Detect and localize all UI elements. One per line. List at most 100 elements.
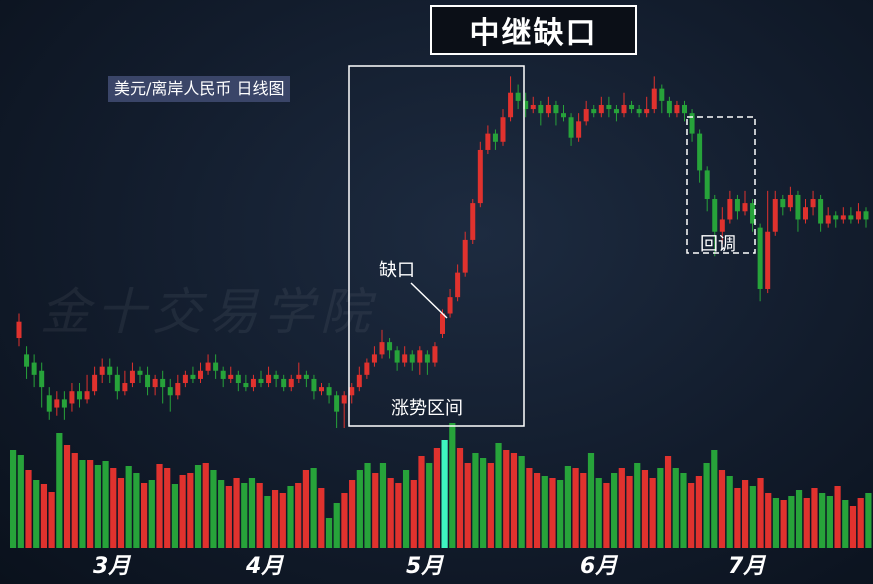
volume-bar: [194, 465, 202, 548]
volume-bar: [302, 470, 310, 548]
chart-overlays: [348, 65, 756, 427]
candle-body: [863, 211, 869, 220]
volume-bar: [541, 476, 548, 548]
volume-bar: [117, 478, 125, 548]
volume-bar: [395, 483, 402, 548]
volume-bar: [765, 493, 772, 548]
volume-bar: [140, 483, 148, 548]
candle-body: [364, 362, 370, 375]
volume-bar: [87, 460, 94, 548]
volume-bar: [695, 476, 702, 548]
candle-body: [54, 399, 60, 408]
volume-bar: [510, 453, 518, 548]
candle-body: [462, 239, 468, 273]
candle-body: [772, 199, 778, 232]
volume-bars: [10, 423, 872, 548]
candle-body: [205, 362, 211, 371]
candle-body: [485, 133, 491, 150]
volume-bar: [17, 455, 24, 548]
candle-body: [825, 215, 831, 224]
candle-body: [719, 219, 725, 232]
volume-bar: [626, 476, 633, 548]
volume-bar: [734, 488, 741, 548]
candle-body: [137, 370, 143, 375]
volume-bar: [48, 492, 55, 548]
candle-body: [757, 227, 763, 289]
volume-bar: [449, 423, 456, 548]
volume-bar: [156, 464, 163, 548]
volume-bar: [349, 480, 356, 548]
volume-bar: [379, 463, 387, 548]
x-tick-label: 6月: [580, 554, 618, 579]
candle-body: [349, 387, 355, 396]
candle-body: [500, 117, 506, 142]
volume-bar: [264, 496, 271, 548]
volume-bar: [472, 453, 479, 548]
candle-body: [598, 104, 604, 114]
volume-bar: [10, 450, 17, 548]
candle-body: [243, 383, 249, 388]
candle-body: [31, 362, 37, 375]
candle-body: [508, 92, 514, 118]
candle-body: [69, 391, 75, 404]
volume-bar: [187, 473, 194, 548]
candle-body: [455, 272, 461, 298]
candle-body: [621, 104, 627, 114]
volume-bar: [441, 440, 448, 548]
chart-subtitle: 美元/离岸人民币 日线图: [108, 76, 291, 102]
volume-bar: [688, 483, 695, 548]
volume-bar: [742, 480, 749, 548]
candle-body: [689, 113, 695, 134]
volume-bar: [148, 480, 155, 548]
volume-bar: [364, 463, 371, 548]
candle-body: [432, 346, 438, 363]
candle-body: [84, 391, 90, 400]
volume-bar: [63, 445, 71, 548]
volume-bar: [125, 466, 132, 548]
volume-bar: [433, 448, 440, 548]
volume-bar: [279, 493, 286, 548]
volume-bar: [518, 456, 525, 548]
x-tick-label: 4月: [246, 554, 284, 579]
candle-body: [334, 395, 340, 412]
candle-body: [24, 354, 30, 367]
candle-body: [697, 133, 703, 171]
volume-bar: [865, 493, 872, 548]
x-tick-label: 5月: [406, 554, 444, 579]
candle-body: [447, 297, 453, 314]
candle-body: [220, 370, 226, 379]
volume-bar: [495, 443, 502, 548]
volume-bar: [634, 463, 641, 548]
candle-body: [160, 378, 166, 388]
volume-bar: [834, 486, 841, 548]
candle-body: [319, 387, 324, 392]
volume-bar: [580, 473, 587, 548]
volume-bar: [410, 480, 417, 548]
candle-body: [750, 203, 756, 224]
candle-body: [840, 215, 846, 220]
candle-body: [356, 374, 362, 388]
candle-body: [266, 374, 272, 384]
candle-body: [606, 104, 612, 110]
candle-body: [530, 104, 536, 110]
candle-body: [613, 109, 619, 114]
volume-bar: [795, 490, 803, 548]
volume-bar: [79, 460, 86, 548]
volume-bar: [811, 488, 818, 548]
volume-bar: [426, 463, 433, 548]
candle-body: [61, 399, 67, 408]
volume-bar: [133, 473, 140, 548]
volume-bar: [271, 490, 279, 548]
volume-bar: [618, 468, 625, 548]
candle-body: [704, 170, 710, 200]
candle-body: [568, 117, 574, 138]
volume-bar: [256, 483, 263, 548]
volume-bar: [664, 456, 672, 548]
volume-bar: [487, 463, 494, 548]
candle-body: [213, 362, 219, 371]
volume-bar: [842, 500, 849, 548]
volume-bar: [564, 466, 571, 548]
candle-body: [583, 109, 589, 122]
volume-bar: [310, 468, 317, 548]
